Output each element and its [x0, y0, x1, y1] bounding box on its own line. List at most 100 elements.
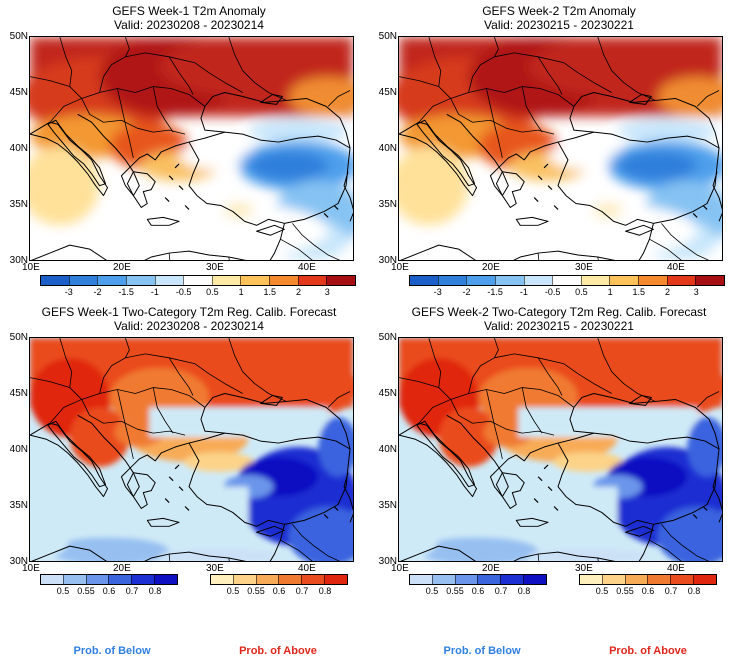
panel-title-week1-anomaly: GEFS Week-1 T2m Anomaly Valid: 20230208 … [4, 4, 374, 32]
panel-title-text: GEFS Week-1 T2m Anomaly [112, 4, 266, 18]
colorbar-swatch [670, 575, 694, 584]
prob-below-colorbar [40, 574, 178, 585]
colorbar-swatch [131, 575, 155, 584]
prob-above-colorbar-ticks: 0.5 0.55 0.6 0.7 0.8 [579, 586, 717, 598]
colorbar-tick-label: -3 [433, 287, 442, 297]
colorbar-tick-label: 0.6 [641, 586, 655, 596]
colorbar-tick-label: 0.6 [102, 586, 116, 596]
lon-label: 40E [298, 563, 316, 574]
lat-label: 40N [9, 143, 28, 154]
lon-label: 30E [575, 262, 593, 273]
lat-label: 50N [9, 31, 28, 42]
colorbar-tick-label: 0.55 [77, 586, 95, 596]
map-week2-anomaly [398, 36, 723, 261]
colorbar-swatch [62, 575, 86, 584]
map-week2-probability [398, 337, 723, 562]
prob-above-colorbar-ticks: 0.5 0.55 0.6 0.7 0.8 [210, 586, 348, 598]
colorbar-tick-label: -2 [93, 287, 102, 297]
lat-label: 40N [378, 143, 397, 154]
colorbar-swatch [601, 575, 625, 584]
colorbar-tick-label: 3 [693, 287, 699, 297]
lat-label: 30N [9, 255, 28, 266]
colorbar-swatch [41, 575, 63, 584]
map-week1-probability [29, 337, 354, 562]
lat-label: 35N [378, 500, 397, 511]
colorbar-swatch [278, 575, 302, 584]
lat-label: 40N [9, 444, 28, 455]
colorbar-swatch [666, 276, 696, 285]
colorbar-tick-label: 0.6 [471, 586, 485, 596]
colorbar-swatch [269, 276, 298, 285]
colorbar-tick-label: 0.7 [664, 586, 678, 596]
colorbar-tick-label: 0.55 [616, 586, 634, 596]
lat-label: 45N [378, 87, 397, 98]
prob-below-colorbar [409, 574, 547, 585]
lon-label: 40E [667, 563, 685, 574]
panel-title-text: GEFS Week-2 T2m Anomaly [482, 4, 636, 18]
colorbar-swatch [410, 575, 432, 584]
lat-label: 50N [378, 31, 397, 42]
legend-prob-above-label: Prob. of Above [609, 645, 687, 657]
anomaly-colorbar [40, 275, 356, 286]
colorbar-tick-label: 0.7 [494, 586, 508, 596]
colorbar-swatch [240, 276, 270, 285]
colorbar-swatch [552, 276, 581, 285]
colorbar-swatch [695, 276, 725, 285]
colorbar-tick-label: 0.6 [272, 586, 286, 596]
colorbar-tick-label: 0.5 [575, 287, 588, 297]
colorbar-tick-label: 0.8 [687, 586, 701, 596]
lon-label: 30E [206, 262, 224, 273]
colorbar-tick-label: -1 [150, 287, 159, 297]
colorbar-swatch [108, 575, 132, 584]
legend-prob-below-label: Prob. of Below [443, 645, 521, 657]
colorbar-swatch [431, 575, 455, 584]
colorbar-swatch [324, 575, 347, 584]
colorbar-swatch [301, 575, 325, 584]
colorbar-swatch [647, 575, 671, 584]
legend-prob-below-label: Prob. of Below [73, 645, 151, 657]
prob-below-colorbar-ticks: 0.5 0.55 0.6 0.7 0.8 [409, 586, 547, 598]
colorbar-swatch [154, 276, 184, 285]
colorbar-swatch [638, 276, 667, 285]
lat-label: 35N [9, 500, 28, 511]
colorbar-tick-label: 1 [238, 287, 244, 297]
colorbar-tick-label: 1.5 [263, 287, 277, 297]
lat-label: 50N [378, 332, 397, 343]
panel-title-text: GEFS Week-2 Two-Category T2m Reg. Calib.… [411, 305, 707, 319]
lon-label: 40E [667, 262, 685, 273]
colorbar-tick-label: 0.55 [247, 586, 265, 596]
lat-label: 30N [378, 556, 397, 567]
map-week1-anomaly [29, 36, 354, 261]
colorbar-tick-label: 0.8 [517, 586, 531, 596]
panel-title-text: GEFS Week-1 Two-Category T2m Reg. Calib.… [41, 305, 337, 319]
anomaly-field [30, 37, 353, 260]
panel-valid-text: Valid: 20230208 - 20230214 [114, 18, 264, 32]
lon-label: 10E [391, 262, 409, 273]
colorbar-tick-label: 0.8 [148, 586, 162, 596]
colorbar-swatch [183, 276, 212, 285]
lon-label: 20E [113, 262, 131, 273]
colorbar-swatch [454, 575, 478, 584]
colorbar-tick-label: -0.5 [544, 287, 561, 297]
colorbar-tick-label: 0.7 [125, 586, 139, 596]
colorbar-swatch [41, 276, 69, 285]
prob-above-colorbar [210, 574, 348, 585]
lon-label: 30E [575, 563, 593, 574]
colorbar-tick-label: 0.5 [226, 586, 240, 596]
lat-label: 35N [378, 199, 397, 210]
lon-label: 20E [113, 563, 131, 574]
lon-label: 30E [206, 563, 224, 574]
colorbar-swatch [255, 575, 279, 584]
lon-label: 10E [22, 563, 40, 574]
anomaly-field [399, 37, 722, 260]
colorbar-swatch [326, 276, 356, 285]
anomaly-colorbar-ticks: -3 -2 -1.5 -1 -0.5 0.5 1 1.5 2 3 [40, 287, 356, 299]
colorbar-swatch [211, 276, 241, 285]
panel-title-week2-anomaly: GEFS Week-2 T2m Anomaly Valid: 20230215 … [374, 4, 740, 32]
colorbar-tick-label: 0.5 [425, 586, 439, 596]
colorbar-swatch [477, 575, 501, 584]
prob-below-colorbar-ticks: 0.5 0.55 0.6 0.7 0.8 [40, 586, 178, 598]
colorbar-swatch [624, 575, 648, 584]
colorbar-swatch [211, 575, 233, 584]
panel-valid-text: Valid: 20230215 - 20230221 [484, 18, 634, 32]
